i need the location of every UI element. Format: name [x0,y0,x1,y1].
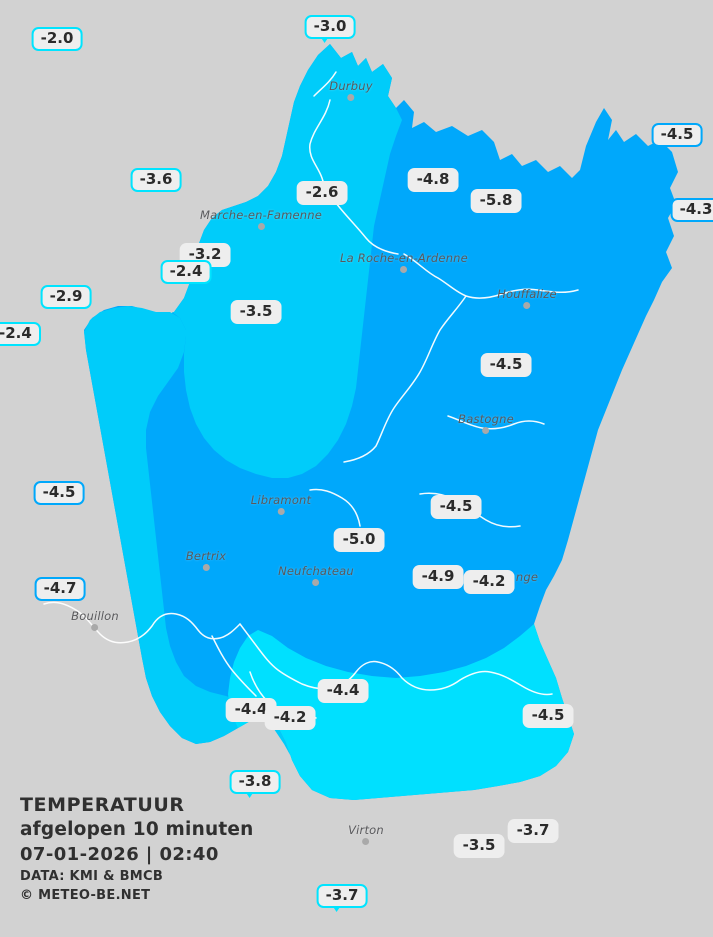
temperature-value: -4.5 [531,706,565,724]
temperature-badge[interactable]: -4.7 [34,577,86,601]
temperature-value: -4.7 [43,579,77,597]
temperature-value: -4.5 [439,497,473,515]
temperature-value: -4.2 [273,708,307,726]
temperature-value: -3.7 [325,886,359,904]
temperature-badge[interactable]: -4.5 [480,353,532,377]
temperature-badge[interactable]: -3.5 [230,300,282,324]
caption-datetime: 07-01-2026 | 02:40 [20,844,219,865]
temperature-value: -3.2 [188,245,222,263]
caption-block: TEMPERATUUR afgelopen 10 minuten 07-01-2… [20,793,253,905]
temperature-badge[interactable]: -4.8 [407,168,459,192]
temperature-badge[interactable]: -3.7 [507,819,559,843]
caption-copyright: © METEO-BE.NET [20,888,151,903]
temperature-badge[interactable]: -3.7 [316,884,368,912]
temperature-badge[interactable]: -4.3 [670,198,713,222]
temperature-value: -2.6 [305,183,339,201]
temperature-value: -4.4 [234,700,268,718]
temperature-badge[interactable]: -2.9 [40,285,92,309]
temperature-badge[interactable]: -3.5 [453,834,505,858]
temperature-value: -3.6 [139,170,173,188]
temperature-value: -4.2 [472,572,506,590]
temperature-badge[interactable]: -3.8 [229,770,281,798]
temperature-value: -4.3 [679,200,713,218]
temperature-value: -3.5 [239,302,273,320]
temperature-badge[interactable]: -4.4 [317,679,369,703]
temperature-value: -3.0 [313,17,347,35]
temperature-value: -4.4 [326,681,360,699]
temperature-badge[interactable]: -4.2 [463,570,515,594]
temperature-value: -5.0 [342,530,376,548]
temperature-value: -4.5 [660,125,694,143]
temperature-value: -4.5 [42,483,76,501]
temperature-badge[interactable]: -4.9 [412,565,464,589]
temperature-value: -2.4 [0,324,32,342]
temperature-badge[interactable]: -2.4 [160,260,212,284]
temperature-badge[interactable]: -2.6 [296,181,348,205]
temperature-badge[interactable]: -5.8 [470,189,522,213]
temperature-value: -2.0 [40,29,74,47]
temperature-badge[interactable]: -4.2 [264,706,316,730]
temperature-value: -2.4 [169,262,203,280]
temperature-badge[interactable]: -3.6 [130,168,182,192]
temperature-badge[interactable]: -4.5 [33,481,85,505]
caption-title: TEMPERATUUR [20,794,185,816]
caption-data-source: DATA: KMI & BMCB [20,869,164,884]
caption-subtitle: afgelopen 10 minuten [20,819,254,840]
map-region-light-cyan [84,44,402,776]
temperature-value: -5.8 [479,191,513,209]
temperature-value: -2.9 [49,287,83,305]
temperature-value: -3.7 [516,821,550,839]
temperature-value: -4.8 [416,170,450,188]
temperature-badge[interactable]: -4.5 [430,495,482,519]
temperature-value: -3.8 [238,772,272,790]
temperature-value: -4.5 [489,355,523,373]
temperature-badge[interactable]: -5.0 [333,528,385,552]
temperature-badge[interactable]: -2.4 [0,322,41,346]
map-region-south-warm [228,624,574,800]
temperature-badge[interactable]: -2.0 [31,27,83,51]
temperature-value: -3.5 [462,836,496,854]
temperature-badge[interactable]: -3.0 [304,15,356,43]
temperature-badge[interactable]: -4.5 [651,123,703,147]
temperature-value: -4.9 [421,567,455,585]
temperature-badge[interactable]: -4.5 [522,704,574,728]
